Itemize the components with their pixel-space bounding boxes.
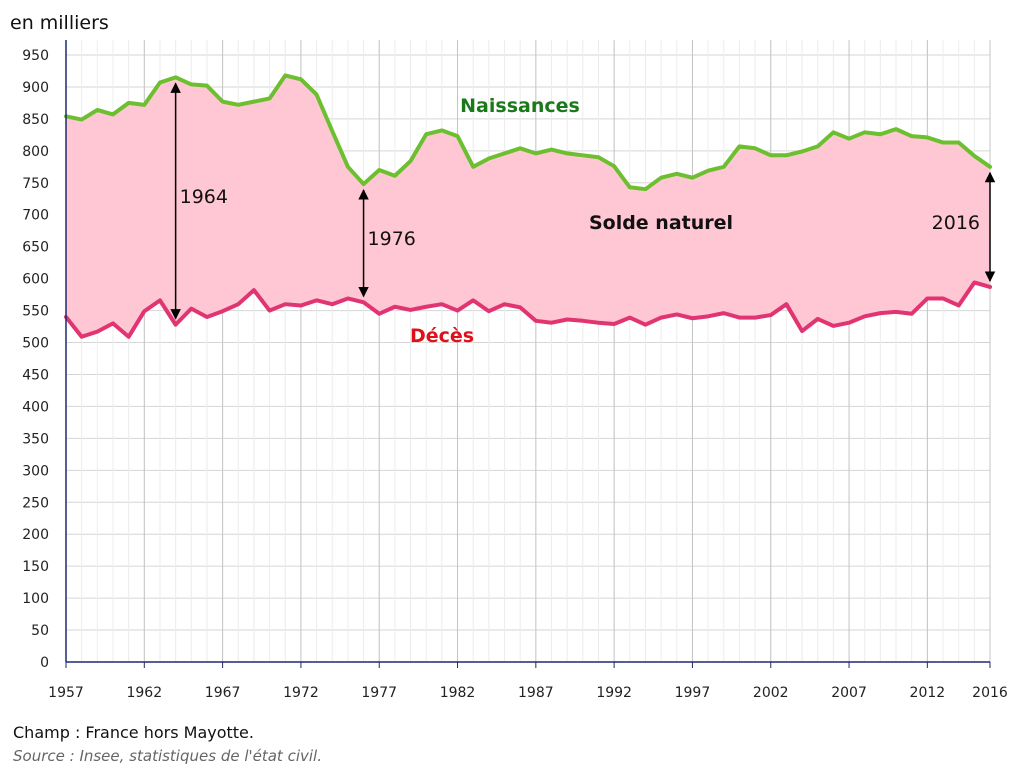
chart: en milliers 0 50 100 150 200 250 300 350 400 450 5… [10,12,1008,701]
y-tick-label: 850 [22,112,49,128]
y-tick-label: 300 [22,463,49,479]
y-tick-label: 350 [22,431,49,447]
y-tick-label: 650 [22,240,49,256]
footer-champ: Champ : France hors Mayotte. [13,723,254,742]
y-tick-label: 500 [22,336,49,352]
axes [65,40,991,668]
y-tick-label: 600 [22,272,49,288]
solde-area [66,75,990,337]
x-tick-label: 1992 [596,685,632,701]
y-tick-label: 750 [22,176,49,192]
area-label-solde-naturel: Solde naturel [589,212,733,234]
x-tick-label: 1997 [675,685,711,701]
y-unit-label: en milliers [10,12,109,34]
x-tick-label: 2016 [972,685,1008,701]
series-label-naissances: Naissances [460,95,580,117]
x-tick-label: 1962 [126,685,162,701]
y-tick-label: 550 [22,304,49,320]
y-tick-label: 0 [40,655,49,671]
x-tick-label: 1977 [361,685,397,701]
solde-naturel-area [66,75,990,337]
annotation-label-2016: 2016 [932,212,980,234]
series-label-deces: Décès [410,325,474,347]
y-tick-label: 800 [22,144,49,160]
x-tick-label: 2007 [831,685,867,701]
y-tick-label: 400 [22,399,49,415]
x-tick-label: 1972 [283,685,319,701]
annotation-label-1976: 1976 [368,228,416,250]
y-tick-label: 150 [22,559,49,575]
x-tick-label: 1957 [48,685,84,701]
x-tick-label: 2012 [910,685,946,701]
y-tick-label: 700 [22,208,49,224]
y-tick-label: 100 [22,591,49,607]
y-tick-label: 50 [31,623,49,639]
y-tick-label: 250 [22,495,49,511]
x-tick-label: 1987 [518,685,554,701]
y-tick-label: 200 [22,527,49,543]
y-tick-label: 450 [22,367,49,383]
y-tick-label: 950 [22,48,49,64]
annotations: 1964 1976 2016 [170,82,996,320]
footer-source: Source : Insee, statistiques de l'état c… [13,747,322,765]
annotation-label-1964: 1964 [180,186,228,208]
series-lines [64,73,992,339]
series-line-deces [64,280,992,339]
y-tick-label: 900 [22,80,49,96]
x-tick-label: 1967 [205,685,241,701]
x-tick-labels: 1957 1962 1967 1972 1977 1982 1987 1992 1997 2002… [48,685,1008,701]
series-line-naissances [64,73,992,192]
y-tick-labels: 0 50 100 150 200 250 300 350 400 450 500 550 600 650 7… [22,48,49,671]
x-tick-label: 2002 [753,685,789,701]
x-tick-label: 1982 [440,685,476,701]
